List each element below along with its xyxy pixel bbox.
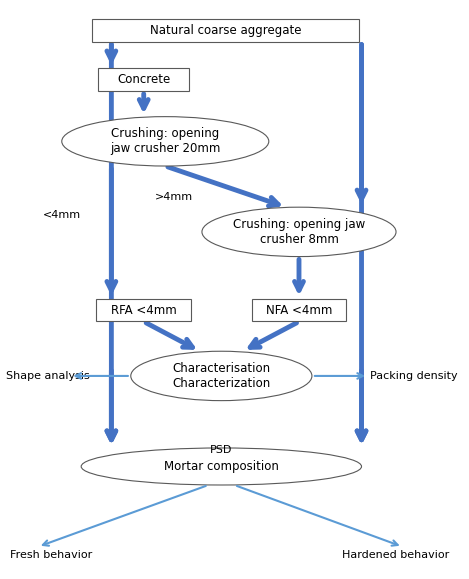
Text: Crushing: opening
jaw crusher 20mm: Crushing: opening jaw crusher 20mm [110,127,220,155]
Ellipse shape [202,207,396,256]
FancyBboxPatch shape [96,299,191,321]
Text: NFA <4mm: NFA <4mm [266,303,332,317]
Text: Characterisation
Characterization: Characterisation Characterization [172,362,271,390]
FancyBboxPatch shape [251,299,347,321]
Text: Fresh behavior: Fresh behavior [10,550,92,560]
Text: >4mm: >4mm [154,192,193,202]
FancyBboxPatch shape [98,68,189,91]
Text: Hardened behavior: Hardened behavior [342,550,449,560]
Text: <4mm: <4mm [43,210,81,221]
Text: PSD: PSD [210,445,233,455]
Text: Packing density: Packing density [370,371,458,381]
Text: Shape analysis: Shape analysis [6,371,90,381]
Text: Natural coarse aggregate: Natural coarse aggregate [150,24,302,36]
Ellipse shape [81,448,362,485]
FancyBboxPatch shape [92,19,359,42]
Text: Crushing: opening jaw
crusher 8mm: Crushing: opening jaw crusher 8mm [233,218,365,246]
Ellipse shape [62,116,269,166]
Text: Concrete: Concrete [117,73,170,86]
Ellipse shape [131,351,312,401]
Text: Mortar composition: Mortar composition [164,460,279,473]
Text: RFA <4mm: RFA <4mm [111,303,177,317]
